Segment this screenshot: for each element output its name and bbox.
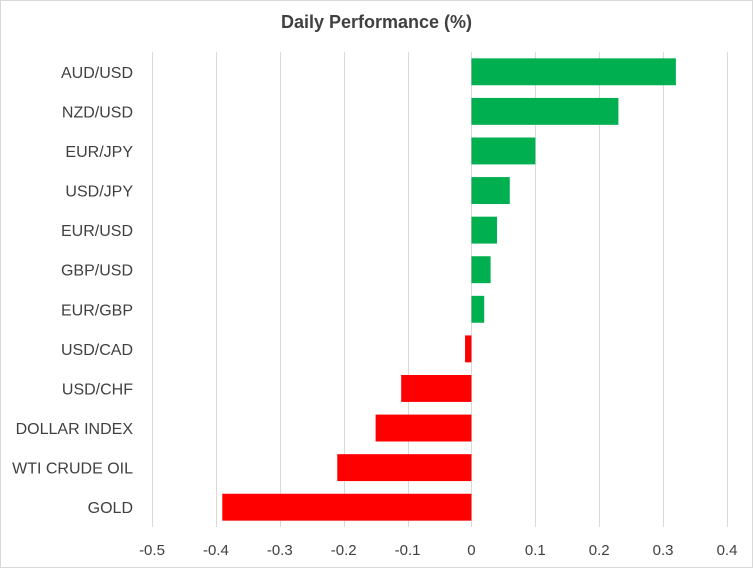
category-label: WTI CRUDE OIL — [12, 461, 133, 478]
category-label: USD/CHF — [62, 381, 133, 398]
bars — [222, 58, 676, 521]
x-tick-label: -0.5 — [139, 542, 165, 559]
x-tick-label: -0.2 — [331, 542, 357, 559]
category-label: USD/CAD — [61, 342, 133, 359]
bar — [375, 414, 472, 442]
x-tick-label: -0.1 — [395, 542, 421, 559]
category-label: EUR/GBP — [61, 302, 133, 319]
bar — [471, 177, 510, 204]
x-tick-label: 0.3 — [653, 542, 674, 559]
x-tick-label: -0.3 — [267, 542, 293, 559]
category-label: GOLD — [88, 500, 133, 517]
bar — [401, 375, 472, 402]
category-label: GBP/USD — [61, 263, 133, 280]
bar — [471, 97, 619, 125]
bar — [471, 137, 536, 165]
category-labels: AUD/USD NZD/USD EUR/JPY USD/JPY EUR/USD GBP/U… — [12, 65, 133, 517]
category-label: DOLLAR INDEX — [16, 421, 134, 438]
x-axis-ticks: -0.5 -0.4 -0.3 -0.2 -0.1 0 0.1 0.2 0.3 0.4 — [139, 542, 737, 559]
bar — [337, 454, 472, 482]
category-label: NZD/USD — [62, 104, 133, 121]
bar — [471, 58, 676, 86]
category-label: AUD/USD — [61, 65, 133, 82]
x-tick-label: 0.2 — [589, 542, 610, 559]
category-label: EUR/USD — [61, 223, 133, 240]
gridlines — [152, 52, 728, 527]
x-tick-label: 0 — [467, 542, 475, 559]
x-tick-label: 0.1 — [525, 542, 546, 559]
x-tick-label: 0.4 — [717, 542, 738, 559]
bar — [471, 216, 497, 244]
category-label: USD/JPY — [65, 184, 133, 201]
chart-title: Daily Performance (%) — [280, 12, 473, 32]
bar — [465, 335, 472, 363]
x-tick-label: -0.4 — [203, 542, 229, 559]
bar — [471, 295, 485, 323]
bar — [222, 493, 472, 521]
category-label: EUR/JPY — [65, 144, 133, 161]
bar — [471, 256, 491, 284]
